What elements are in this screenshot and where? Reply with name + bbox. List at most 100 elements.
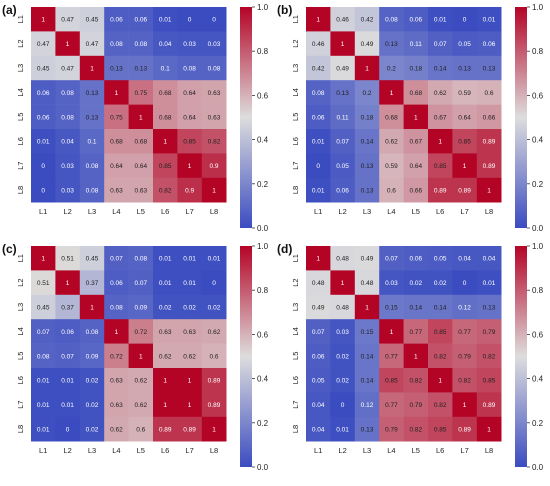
cell-value-label: 0.82 bbox=[458, 378, 471, 385]
cell-value-label: 0.05 bbox=[458, 41, 471, 48]
y-tick-label: L1 bbox=[291, 254, 300, 262]
heatmap-cell bbox=[79, 31, 105, 57]
cell-value-label: 0.04 bbox=[483, 256, 496, 263]
heatmap-cell bbox=[79, 80, 105, 105]
y-tick-label: L6 bbox=[16, 137, 25, 145]
heatmap-cell bbox=[31, 31, 56, 57]
cell-value-label: 0 bbox=[463, 280, 467, 287]
cell-value-label: 0.04 bbox=[312, 402, 325, 409]
cell-value-label: 0.63 bbox=[159, 329, 172, 336]
cell-value-label: 0.01 bbox=[37, 402, 50, 409]
x-tick-label: L6 bbox=[161, 207, 169, 216]
x-tick-label: L4 bbox=[112, 207, 120, 216]
y-tick-label: L2 bbox=[291, 39, 300, 47]
heatmap-cell bbox=[379, 177, 404, 203]
cell-value-label: 0 bbox=[316, 163, 320, 170]
heatmap-cell bbox=[55, 31, 81, 57]
heatmap-cell bbox=[128, 80, 154, 105]
cell-value-label: 0.63 bbox=[208, 90, 221, 97]
x-tick-label: L4 bbox=[387, 446, 395, 455]
y-tick-label: L8 bbox=[291, 425, 300, 433]
heatmap-cell bbox=[177, 177, 203, 203]
heatmap-cell bbox=[428, 416, 453, 442]
heatmap-cell bbox=[177, 153, 203, 179]
heatmap-cell bbox=[379, 270, 404, 296]
cell-value-label: 0.09 bbox=[134, 305, 147, 312]
cell-value-label: 0.13 bbox=[336, 90, 349, 97]
heatmap-cell bbox=[306, 368, 331, 393]
y-tick-label: L7 bbox=[291, 161, 300, 169]
heatmap-cell bbox=[177, 368, 203, 393]
heatmap-cell bbox=[153, 246, 178, 271]
cell-value-label: 0.89 bbox=[458, 427, 471, 434]
cell-value-label: 0.02 bbox=[183, 305, 196, 312]
heatmap-cell bbox=[177, 129, 203, 154]
cell-value-label: 0 bbox=[66, 427, 70, 434]
y-tick-label: L5 bbox=[291, 113, 300, 121]
heatmap-cell bbox=[403, 177, 429, 203]
cell-value-label: 0.62 bbox=[134, 402, 147, 409]
cell-value-label: 0.63 bbox=[134, 188, 147, 195]
cell-value-label: 0.08 bbox=[134, 256, 147, 263]
heatmap-cell bbox=[306, 270, 331, 296]
heatmap-cell bbox=[403, 392, 429, 418]
heatmap-cell bbox=[31, 129, 56, 154]
heatmap-cell bbox=[403, 153, 429, 179]
cell-value-label: 0.63 bbox=[208, 114, 221, 121]
cell-value-label: 0.13 bbox=[458, 66, 471, 73]
y-tick-label: L5 bbox=[16, 352, 25, 360]
cell-value-label: 0.08 bbox=[312, 90, 325, 97]
heatmap-cell bbox=[354, 177, 380, 203]
heatmap-cell bbox=[403, 55, 429, 81]
heatmap-cell bbox=[104, 7, 129, 32]
heatmap-cell bbox=[104, 31, 129, 57]
heatmap-cell bbox=[128, 319, 154, 344]
cell-value-label: 0.14 bbox=[434, 305, 447, 312]
cell-value-label: 0.08 bbox=[110, 305, 123, 312]
cell-value-label: 0.77 bbox=[409, 329, 422, 336]
cell-value-label: 0.37 bbox=[86, 280, 99, 287]
cell-value-label: 0.01 bbox=[208, 256, 221, 263]
heatmap-cell bbox=[177, 31, 203, 57]
cell-value-label: 0.62 bbox=[159, 353, 172, 360]
heatmap-cell bbox=[379, 294, 404, 320]
cell-value-label: 0.02 bbox=[208, 305, 221, 312]
cell-value-label: 1 bbox=[365, 66, 369, 73]
x-tick-label: L2 bbox=[338, 207, 346, 216]
cell-value-label: 0.02 bbox=[86, 427, 99, 434]
heatmap-cell bbox=[201, 270, 227, 296]
heatmap-cell bbox=[177, 416, 203, 442]
cell-value-label: 0.42 bbox=[361, 17, 374, 24]
cell-value-label: 0.59 bbox=[385, 163, 398, 170]
heatmap-cell bbox=[31, 55, 56, 81]
y-tick-label: L4 bbox=[16, 327, 25, 335]
cell-value-label: 0.13 bbox=[361, 427, 374, 434]
heatmap-cell bbox=[403, 104, 429, 130]
heatmap-cell bbox=[201, 416, 227, 442]
colorbar-tick-label: 1.0 bbox=[532, 3, 544, 12]
cell-value-label: 1 bbox=[66, 41, 70, 48]
heatmap-cell bbox=[153, 129, 178, 154]
cell-value-label: 1 bbox=[463, 402, 467, 409]
cell-value-label: 0.63 bbox=[110, 402, 123, 409]
x-tick-label: L5 bbox=[137, 446, 145, 455]
heatmap-cell bbox=[55, 7, 81, 32]
cell-value-label: 0.03 bbox=[61, 188, 74, 195]
heatmap-cell bbox=[428, 343, 453, 369]
heatmap-cell bbox=[31, 319, 56, 344]
x-tick-label: L3 bbox=[88, 207, 96, 216]
cell-value-label: 0.9 bbox=[209, 163, 218, 170]
cell-value-label: 0.12 bbox=[361, 402, 374, 409]
cell-value-label: 0.47 bbox=[61, 66, 74, 73]
y-tick-label: L6 bbox=[291, 137, 300, 145]
heatmap-cell bbox=[153, 104, 178, 130]
heatmap-cell bbox=[128, 392, 154, 418]
heatmap-cell bbox=[476, 343, 502, 369]
cell-value-label: 0.2 bbox=[387, 66, 396, 73]
colorbar-tick-label: 0.6 bbox=[532, 91, 544, 100]
cell-value-label: 0.04 bbox=[312, 427, 325, 434]
colorbar-tick-label: 0.2 bbox=[257, 419, 269, 428]
cell-value-label: 0 bbox=[212, 280, 216, 287]
colorbar-tick-label: 0.0 bbox=[257, 224, 269, 233]
cell-value-label: 1 bbox=[438, 378, 442, 385]
